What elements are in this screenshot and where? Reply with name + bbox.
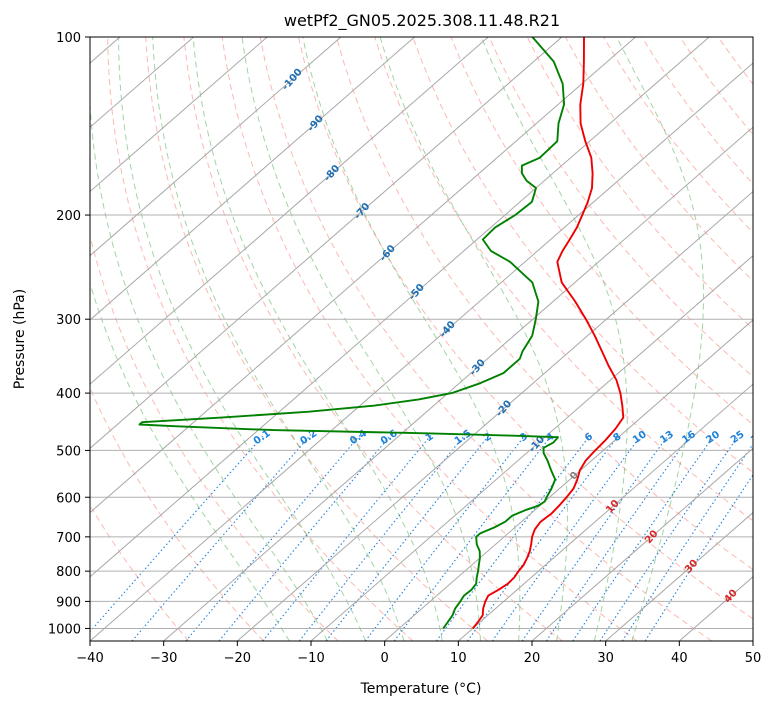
mixing-ratio-line (131, 434, 312, 641)
moist-adiabat (379, 37, 568, 641)
isotherm-gridline (90, 37, 489, 385)
isotherm-gridline (384, 319, 753, 641)
isotherm-gridline (90, 62, 753, 641)
y-tick-label: 500 (56, 444, 81, 459)
mixing-ratio-label: 20 (704, 429, 722, 446)
isotherm-gridline (163, 126, 753, 641)
y-tick-label: 1000 (48, 622, 81, 637)
x-tick-label: 30 (597, 651, 614, 666)
moist-adiabat (118, 37, 367, 641)
isotherm-gridline (90, 37, 415, 321)
x-tick-label: 50 (745, 651, 762, 666)
mixing-ratio-line (467, 434, 620, 641)
mixing-ratio-line (262, 434, 433, 641)
mixing-ratio-line (621, 443, 753, 641)
moist-adiabat (241, 37, 481, 641)
mixing-ratio-line (545, 434, 692, 641)
y-tick-label: 100 (56, 31, 81, 46)
isotherm-gridline (531, 447, 753, 641)
dry-adiabat (450, 37, 753, 426)
dry-adiabat (526, 37, 753, 330)
mixing-ratio-line (325, 434, 491, 641)
x-tick-label: −20 (224, 651, 251, 666)
mixing-ratio-line (218, 434, 392, 641)
profile-series (138, 37, 625, 630)
x-tick-label: 40 (671, 651, 688, 666)
moist-adiabat (480, 37, 628, 641)
isotherm-gridline (90, 37, 636, 514)
dry-adiabat (679, 37, 753, 136)
dry-adiabat (90, 504, 190, 641)
mixing-ratio-label: 16 (680, 429, 698, 446)
x-tick-label: 20 (524, 651, 541, 666)
temperature-profile-line (471, 37, 625, 630)
y-tick-label: 700 (56, 531, 81, 546)
mixing-ratio-line (599, 434, 740, 641)
y-tick-label: 400 (56, 387, 81, 402)
chart-title: wetPf2_GN05.2025.308.11.48.R21 (284, 11, 560, 31)
isotherm-gridline (90, 37, 342, 257)
y-tick-label: 600 (56, 491, 81, 506)
x-tick-label: −10 (297, 651, 324, 666)
dry-adiabat (412, 37, 753, 474)
plot-frame (89, 36, 754, 642)
x-tick-label: 10 (450, 651, 467, 666)
dry-adiabat (374, 37, 753, 522)
moist-adiabat (90, 96, 328, 641)
mixing-ratio-line (298, 434, 466, 641)
mixing-ratio-label: 25 (729, 429, 747, 446)
dewpoint-profile-line (138, 37, 566, 630)
dry-adiabat (641, 37, 753, 185)
mixing-ratio-label: 3 (518, 431, 530, 444)
axis-ticks: −40 −30 −20 −10 0 10 20 30 40 50 1000 900 800 700 600 5… (48, 31, 761, 666)
mixing-ratio-label: 36 (770, 429, 775, 446)
mixing-ratio-line (393, 434, 553, 641)
moist-adiabat (302, 37, 521, 641)
isotherm-gridline (90, 37, 563, 450)
isotherm-gridline (90, 37, 194, 128)
mixing-ratio-label: 13 (658, 429, 676, 446)
dry-adiabat (297, 37, 753, 620)
y-tick-label: 300 (56, 313, 81, 328)
mixing-ratio-line (572, 434, 716, 641)
mixing-ratio-line (90, 434, 265, 633)
mixing-ratio-label: 1.5 (453, 428, 474, 447)
isotherm-gridline (90, 37, 710, 578)
y-axis-label: Pressure (hPa) (12, 289, 28, 389)
dry-adiabat (603, 37, 753, 234)
isotherm-gridline (237, 190, 753, 641)
isotherm-gridline (90, 37, 268, 193)
plot-area (90, 37, 775, 641)
y-tick-label: 800 (56, 565, 81, 580)
isotherm-gridline (605, 511, 753, 641)
mixing-ratio-line (644, 474, 753, 641)
moist-adiabat (90, 281, 290, 641)
dry-adiabat (488, 37, 753, 378)
mixing-ratio-line (521, 434, 670, 641)
mixing-ratio-label: 30 (749, 429, 767, 446)
x-tick-label: −40 (76, 651, 103, 666)
mixing-ratio-label: 0.6 (379, 428, 400, 447)
dry-adiabat (259, 37, 712, 641)
isotherm-gridline (458, 383, 753, 641)
isotherm-label: -100 (280, 67, 305, 93)
dry-adiabat (145, 37, 488, 641)
x-tick-label: 0 (381, 651, 389, 666)
y-tick-label: 900 (56, 595, 81, 610)
dry-adiabat (756, 37, 775, 641)
mixing-ratio-line (185, 434, 362, 641)
dry-adiabat (336, 37, 753, 571)
x-tick-label: −30 (150, 651, 177, 666)
moist-adiabat (152, 37, 405, 641)
y-tick-label: 200 (56, 209, 81, 224)
moist-adiabat (616, 37, 704, 641)
x-axis-label: Temperature (°C) (360, 681, 482, 697)
mixing-ratio-line (364, 434, 527, 641)
mixing-ratio-label: 10 (631, 429, 649, 446)
isotherm-gridline (310, 255, 753, 641)
dry-adiabat (90, 234, 339, 641)
dry-adiabat (221, 37, 638, 641)
isotherm-gridline (752, 640, 753, 641)
